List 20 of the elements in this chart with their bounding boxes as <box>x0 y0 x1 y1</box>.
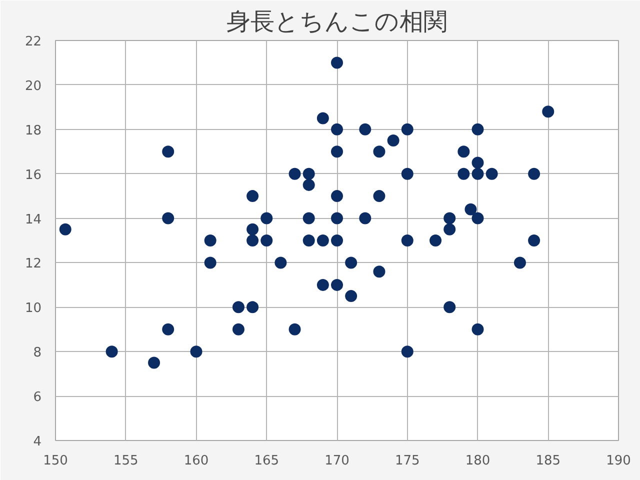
y-tick-label: 4 <box>33 434 42 450</box>
x-tick-label: 165 <box>254 454 280 468</box>
y-tick-label: 20 <box>24 78 42 94</box>
x-tick-label: 190 <box>606 454 631 468</box>
y-tick-label: 10 <box>24 301 42 316</box>
y-tick-label: 6 <box>33 390 42 406</box>
y-tick-label: 14 <box>24 212 42 228</box>
x-tick-label: 150 <box>43 454 68 468</box>
y-tick-label: 22 <box>24 34 42 50</box>
y-tick-label: 18 <box>24 123 42 138</box>
y-tick-label: 16 <box>24 168 42 183</box>
x-tick-label: 175 <box>394 454 420 468</box>
y-tick-label: 12 <box>24 256 42 272</box>
x-tick-label: 170 <box>324 454 350 468</box>
y-tick-label: 8 <box>33 346 42 361</box>
x-tick-label: 180 <box>465 454 490 468</box>
x-tick-label: 155 <box>113 454 138 468</box>
x-tick-label: 185 <box>536 454 561 468</box>
x-tick-label: 160 <box>184 454 209 468</box>
chart-title: 身長とちんこの相関 <box>226 8 448 36</box>
